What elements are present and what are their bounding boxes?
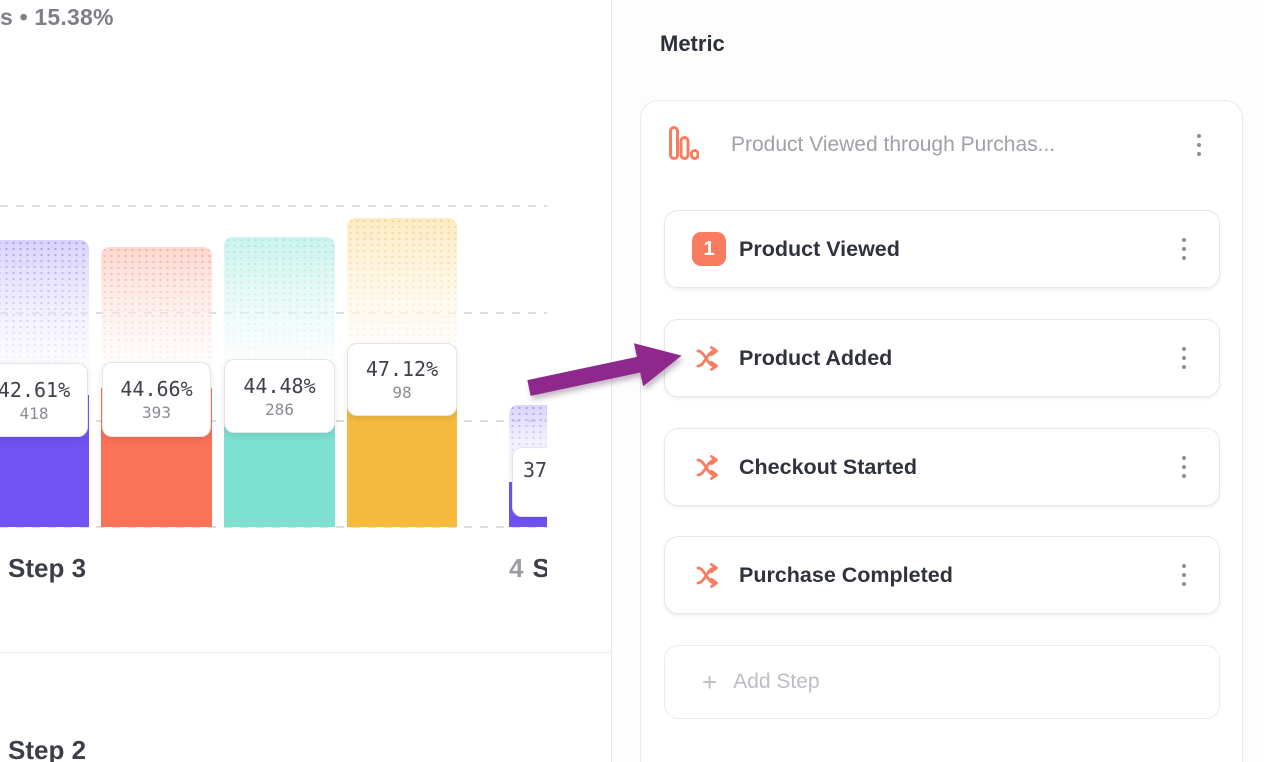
metric-title: Product Viewed through Purchas... — [731, 133, 1056, 156]
legend-tail-text: s • 15.38% — [0, 4, 114, 30]
conversion-count: 286 — [265, 399, 294, 419]
add-step-label: Add Step — [733, 670, 820, 693]
step-menu-button[interactable] — [1171, 343, 1197, 373]
conversion-percent: 42.61% — [0, 377, 71, 402]
step-label: Checkout Started — [739, 454, 918, 479]
gridline — [0, 205, 547, 207]
conversion-percent: 47.12% — [365, 357, 439, 381]
step-menu-button[interactable] — [1171, 234, 1197, 264]
axis-label-step-3: Step 3 — [8, 553, 87, 583]
conversion-count: 393 — [142, 403, 171, 422]
conversion-count: 98 — [392, 383, 412, 402]
metric-menu-button[interactable] — [1186, 130, 1212, 160]
conversion-count: 418 — [19, 403, 49, 423]
funnel-plot-area: 42.61% 418 44.66% 393 44.48% 286 47.12% … — [0, 0, 547, 640]
funnel-chart-type-icon[interactable] — [669, 125, 700, 165]
conversion-percent: 44.48% — [243, 373, 316, 398]
value-box[interactable]: 44.48% 286 — [224, 359, 335, 433]
axis-label-step-4: 4Step 4 — [509, 553, 547, 583]
step-row-product-added[interactable]: Product Added — [664, 319, 1220, 397]
step-label: Product Viewed — [739, 236, 900, 261]
step-row-checkout-started[interactable]: Checkout Started — [664, 428, 1220, 506]
metric-card: Product Viewed through Purchas... 1 Prod… — [640, 100, 1243, 762]
value-box[interactable]: 37 — [512, 447, 547, 517]
panel-title: Metric — [660, 31, 725, 56]
metric-header-row[interactable]: Product Viewed through Purchas... — [641, 101, 1242, 189]
value-box[interactable]: 42.61% 418 — [0, 363, 88, 437]
section-divider — [0, 652, 611, 653]
gridline — [0, 526, 547, 528]
step-menu-button[interactable] — [1171, 452, 1197, 482]
shuffle-icon — [692, 450, 726, 484]
shuffle-icon — [692, 341, 726, 375]
value-box[interactable]: 44.66% 393 — [102, 362, 211, 437]
step-row-purchase-completed[interactable]: Purchase Completed — [664, 536, 1220, 614]
axis-step-index: 4 — [509, 553, 524, 583]
step-row-product-viewed[interactable]: 1 Product Viewed — [664, 210, 1220, 288]
step-label: Purchase Completed — [739, 562, 953, 587]
plus-icon: + — [702, 667, 718, 697]
metric-panel: Metric Product Viewed through Purchas...… — [612, 0, 1264, 762]
step-number-badge: 1 — [692, 232, 726, 266]
value-box[interactable]: 47.12% 98 — [347, 343, 457, 416]
next-section-label: Step 2 — [8, 735, 87, 762]
step-menu-button[interactable] — [1171, 560, 1197, 590]
shuffle-icon — [692, 558, 726, 592]
add-step-button[interactable]: + Add Step — [664, 645, 1220, 719]
step-label: Product Added — [739, 345, 893, 370]
conversion-percent: 44.66% — [120, 377, 193, 401]
conversion-percent: 37 — [523, 458, 547, 482]
